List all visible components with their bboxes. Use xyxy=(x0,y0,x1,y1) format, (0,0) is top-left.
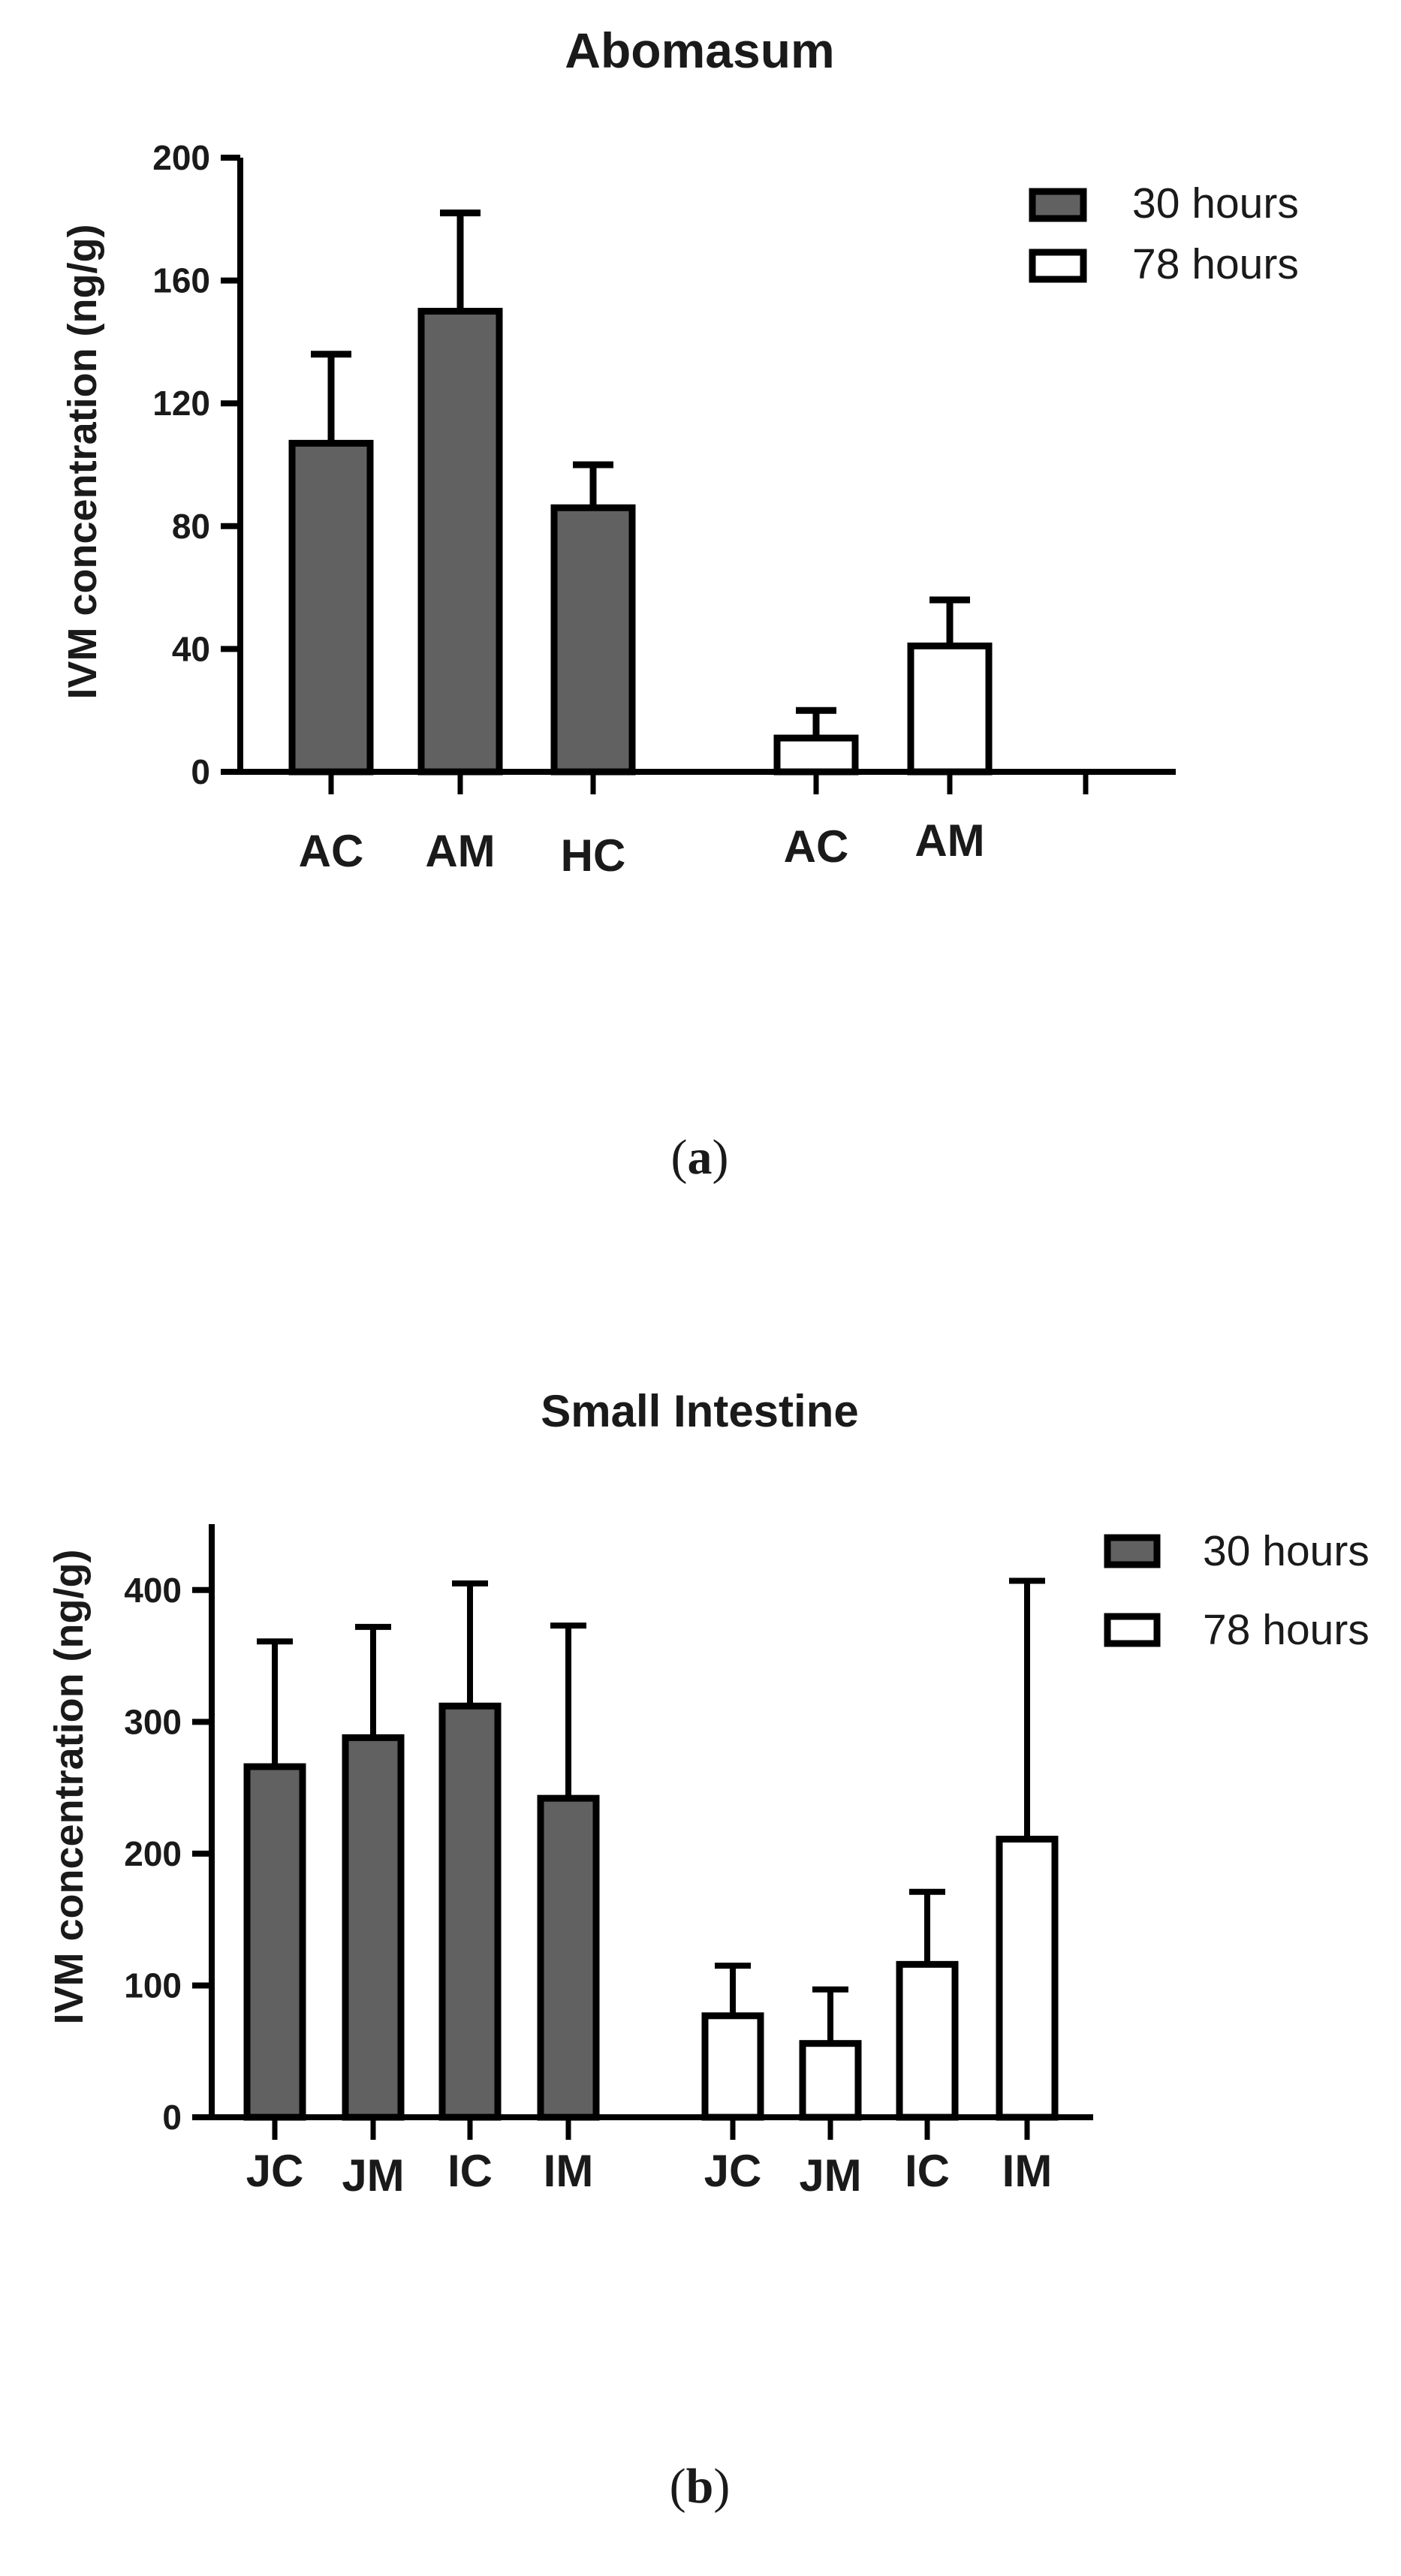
legend-swatch-78-hours xyxy=(1029,249,1087,283)
caption-letter: a xyxy=(688,1130,713,1185)
x-category-label: JC xyxy=(246,2146,304,2196)
legend-swatch-30-hours xyxy=(1104,1534,1161,1568)
y-tick-label: 200 xyxy=(152,138,210,177)
axes xyxy=(237,158,1176,775)
caption-open-paren: ( xyxy=(670,2459,686,2514)
caption-close-paren: ) xyxy=(713,1130,729,1185)
caption-letter: b xyxy=(686,2459,714,2514)
y-tick-label: 400 xyxy=(124,1571,182,1610)
y-tick-label: 0 xyxy=(162,2098,182,2137)
y-tick-label: 100 xyxy=(124,1966,182,2005)
chart-small-intestine: Small Intestine IVM concentration (ng/g)… xyxy=(47,1386,1369,2514)
legend: 30 hours 78 hours xyxy=(1104,1527,1369,1654)
x-category-label: AM xyxy=(425,826,495,876)
chart-abomasum: Abomasum IVM concentration (ng/g) 0 40 80 1… xyxy=(60,23,1299,1185)
legend-label-78-hours: 78 hours xyxy=(1203,1606,1369,1654)
y-tick-label: 80 xyxy=(172,507,210,546)
y-tick-label: 300 xyxy=(124,1702,182,1741)
x-category-label: HC xyxy=(561,830,626,881)
bar-30-hours-jc xyxy=(243,1763,306,2121)
x-category-label: IM xyxy=(1002,2146,1053,2196)
bar-78-hours-im xyxy=(996,1836,1059,2121)
x-category-label: IC xyxy=(447,2146,493,2196)
x-axis-categories: JC JM IC IM JC JM IC IM xyxy=(246,2117,1053,2201)
y-axis-label: IVM concentration (ng/g) xyxy=(47,1550,92,2025)
bars xyxy=(288,209,993,776)
chart-title: Abomasum xyxy=(565,23,834,78)
caption-open-paren: ( xyxy=(671,1130,688,1185)
bar-78-hours-am xyxy=(907,642,993,776)
x-category-label: JC xyxy=(704,2146,762,2196)
legend-swatch-30-hours xyxy=(1029,188,1087,222)
caption-close-paren: ) xyxy=(713,2459,730,2514)
bar-78-hours-ic xyxy=(896,1960,959,2121)
x-category-label: AC xyxy=(299,826,364,876)
legend: 30 hours 78 hours xyxy=(1029,179,1299,288)
bar-78-hours-jc xyxy=(701,2012,764,2121)
x-axis-categories: AC AM HC AC AM xyxy=(299,772,1089,881)
y-tick-label: 160 xyxy=(152,261,210,300)
y-tick-label: 40 xyxy=(172,629,210,668)
bar-30-hours-hc xyxy=(550,504,636,776)
y-axis-ticks: 0 100 200 300 400 xyxy=(124,1571,212,2137)
x-category-label: JM xyxy=(342,2150,404,2201)
y-tick-label: 120 xyxy=(152,384,210,423)
legend-label-30-hours: 30 hours xyxy=(1203,1527,1369,1575)
bar-30-hours-ic xyxy=(438,1702,502,2121)
x-category-label: IC xyxy=(905,2146,950,2196)
bar-30-hours-am xyxy=(417,308,503,776)
legend-swatch-78-hours xyxy=(1104,1613,1161,1647)
bar-30-hours-jm xyxy=(342,1734,405,2121)
x-category-label: IM xyxy=(544,2146,594,2196)
x-category-label: JM xyxy=(799,2150,861,2201)
panel-caption: (b) xyxy=(670,2459,731,2514)
legend-label-30-hours: 30 hours xyxy=(1132,179,1299,227)
axes xyxy=(209,1524,1093,2120)
bar-30-hours-im xyxy=(537,1794,600,2121)
bars xyxy=(243,1577,1059,2121)
x-category-label: AC xyxy=(784,821,849,872)
y-tick-label: 200 xyxy=(124,1834,182,1873)
legend-label-78-hours: 78 hours xyxy=(1132,240,1299,288)
chart-title: Small Intestine xyxy=(541,1386,858,1436)
bar-78-hours-jm xyxy=(799,2040,862,2121)
bar-78-hours-ac xyxy=(773,734,859,776)
y-axis-ticks: 0 40 80 120 160 200 xyxy=(152,138,240,791)
y-axis-label: IVM concentration (ng/g) xyxy=(60,224,105,700)
y-tick-label: 0 xyxy=(191,752,210,791)
bar-30-hours-ac xyxy=(288,439,374,776)
panel-caption: (a) xyxy=(671,1130,729,1185)
x-category-label: AM xyxy=(914,815,984,866)
